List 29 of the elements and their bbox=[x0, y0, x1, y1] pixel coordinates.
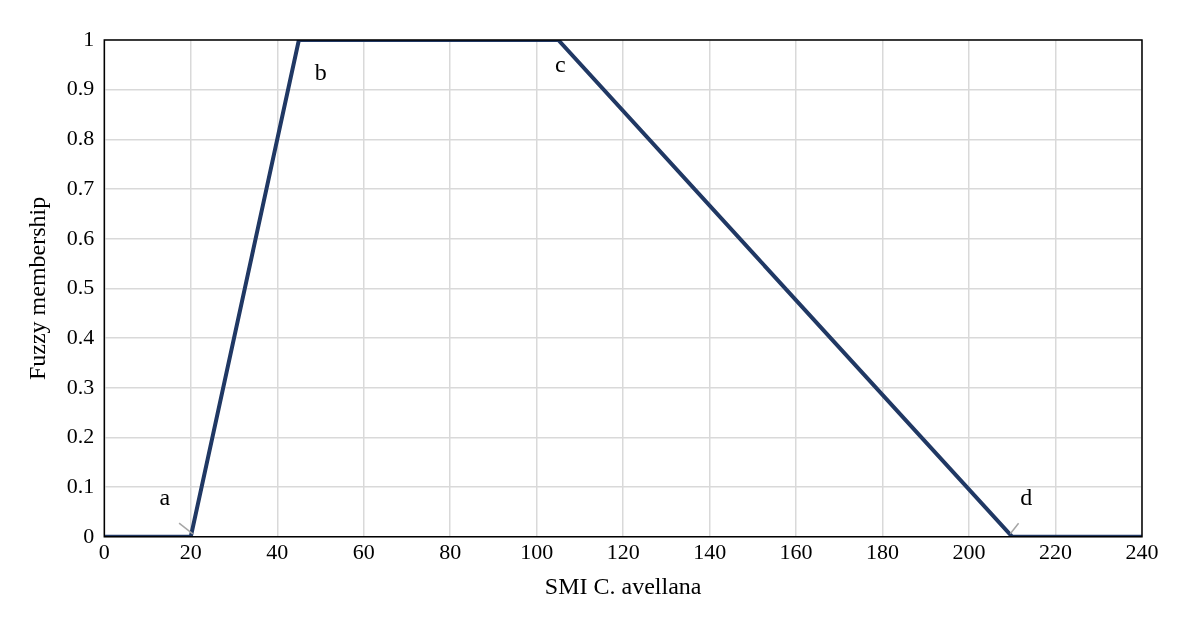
y-tick-label: 1 bbox=[83, 25, 95, 51]
x-tick-label: 40 bbox=[266, 538, 289, 564]
x-tick-label: 100 bbox=[520, 538, 554, 564]
y-tick-label: 0.3 bbox=[66, 373, 95, 399]
x-tick-label: 80 bbox=[439, 538, 462, 564]
x-tick-label: 180 bbox=[866, 538, 900, 564]
y-tick-label: 0.4 bbox=[66, 323, 95, 349]
x-tick-label: 200 bbox=[952, 538, 986, 564]
y-tick-label: 0.8 bbox=[66, 125, 95, 151]
y-tick-label: 0.1 bbox=[66, 472, 95, 498]
y-tick-label: 0 bbox=[83, 522, 95, 548]
x-tick-label: 120 bbox=[606, 538, 640, 564]
y-axis-title: Fuzzy membership bbox=[23, 196, 50, 381]
x-tick-label: 220 bbox=[1039, 538, 1073, 564]
annotation: d bbox=[1020, 484, 1033, 511]
x-axis-title: SMI C. avellana bbox=[544, 572, 702, 599]
annotation: a bbox=[159, 484, 171, 511]
y-tick-label: 0.5 bbox=[66, 274, 95, 300]
x-tick-label: 240 bbox=[1125, 538, 1159, 564]
annotation: b bbox=[314, 59, 327, 86]
annotation: c bbox=[554, 51, 566, 78]
y-tick-label: 0.6 bbox=[66, 224, 95, 250]
x-tick-label: 60 bbox=[352, 538, 375, 564]
y-tick-label: 0.7 bbox=[66, 174, 95, 200]
x-tick-label: 140 bbox=[693, 538, 727, 564]
y-tick-label: 0.9 bbox=[66, 75, 95, 101]
x-tick-label: 160 bbox=[779, 538, 813, 564]
y-tick-label: 0.2 bbox=[66, 423, 95, 449]
x-tick-label: 20 bbox=[179, 538, 202, 564]
